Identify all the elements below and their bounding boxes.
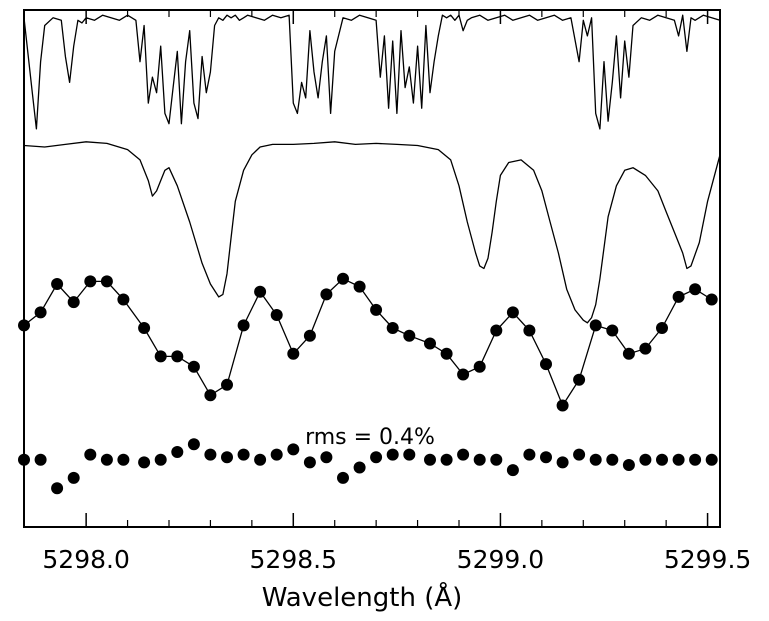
series-4-point — [556, 456, 569, 469]
series-3-point — [154, 350, 167, 363]
series-4-point — [287, 443, 300, 456]
series-4-point — [138, 456, 151, 469]
series-4-point — [424, 453, 436, 466]
series-1-line — [23, 14, 721, 130]
rms-annotation: rms = 0.4% — [305, 425, 435, 450]
x-tick-label: 5298.5 — [250, 545, 337, 574]
series-3-point — [34, 306, 47, 319]
series-3-point — [254, 285, 267, 298]
series-4-point — [440, 453, 453, 466]
series-3-point — [606, 324, 619, 337]
series-4-point — [34, 453, 47, 466]
series-3-point — [287, 347, 300, 360]
plot-frame — [23, 9, 721, 528]
series-4-point — [403, 448, 416, 461]
series-3-point — [424, 337, 436, 350]
series-4-point — [303, 456, 316, 469]
series-4-point — [204, 448, 217, 461]
series-4-point — [254, 453, 267, 466]
series-3-point — [187, 360, 200, 373]
series-4-point — [18, 453, 30, 466]
series-4-point — [606, 453, 619, 466]
series-3-point — [171, 350, 184, 363]
series-4-point — [540, 451, 552, 464]
series-3-point — [656, 322, 668, 334]
series-3-point — [100, 275, 113, 288]
series-4-point — [370, 451, 383, 464]
series-3-point — [440, 347, 453, 360]
series-3-point — [270, 309, 283, 321]
series-4-point — [353, 461, 366, 474]
x-axis: 5298.0 5298.5 5299.0 5299.5 — [42, 10, 751, 574]
series-3-point — [573, 373, 586, 386]
series-4-point — [154, 453, 167, 466]
series-3-point — [672, 290, 685, 303]
series-3-point — [506, 306, 519, 319]
series-3-point — [622, 347, 635, 360]
series-3-point — [540, 358, 552, 371]
x-tick-label: 5299.5 — [664, 545, 751, 574]
series-4-point — [639, 453, 652, 466]
series-3-point — [221, 378, 233, 391]
x-tick-label: 5299.0 — [457, 545, 544, 574]
series-4-point — [573, 448, 586, 461]
series-layer — [18, 14, 721, 495]
series-3-point — [320, 288, 333, 301]
series-4-point — [237, 448, 250, 461]
series-4-point — [67, 471, 80, 484]
series-3-point — [689, 283, 702, 296]
series-4-point — [187, 438, 200, 451]
series-3-point — [370, 303, 383, 316]
series-4-point — [473, 453, 486, 466]
series-4-point — [337, 471, 349, 484]
series-4-point — [689, 453, 702, 466]
series-3-point — [337, 272, 349, 285]
series-4-point — [51, 482, 64, 495]
series-4-point — [490, 453, 503, 466]
series-3-point — [84, 275, 97, 288]
series-2-line — [23, 141, 721, 324]
series-4-point — [457, 448, 470, 461]
series-3-point — [353, 280, 366, 293]
series-4-point — [622, 459, 635, 471]
series-3-point — [473, 360, 486, 373]
series-3-point — [237, 319, 250, 332]
series-4-point — [523, 448, 536, 461]
x-tick-label: 5298.0 — [42, 545, 129, 574]
series-3-point — [51, 278, 64, 290]
series-4-point — [386, 448, 399, 461]
series-3-point — [138, 322, 151, 334]
series-4-point — [84, 448, 97, 461]
series-4-point — [117, 453, 130, 466]
x-axis-title: Wavelength (Å) — [262, 581, 463, 613]
series-3-point — [67, 296, 80, 309]
series-4-point — [672, 453, 685, 466]
series-4-point — [221, 451, 233, 464]
series-3-point — [204, 389, 217, 402]
series-4-point — [171, 446, 184, 458]
series-4-point — [320, 451, 333, 464]
series-4-point — [705, 453, 718, 466]
series-4-point — [100, 453, 113, 466]
series-3-point — [303, 329, 316, 342]
series-3-point — [457, 368, 470, 381]
series-3-point — [639, 342, 652, 355]
series-3-point — [523, 324, 536, 337]
series-3-point — [589, 319, 602, 332]
series-4-point — [589, 453, 602, 466]
series-3-point — [18, 319, 30, 332]
series-3-point — [490, 324, 503, 337]
series-3-point — [705, 293, 718, 306]
series-3-point — [117, 293, 130, 306]
series-4-point — [270, 448, 283, 461]
series-3-point — [386, 322, 399, 334]
series-3-point — [403, 329, 416, 342]
series-4-point — [506, 464, 519, 477]
series-4-point — [656, 453, 668, 466]
series-3-point — [556, 399, 569, 412]
